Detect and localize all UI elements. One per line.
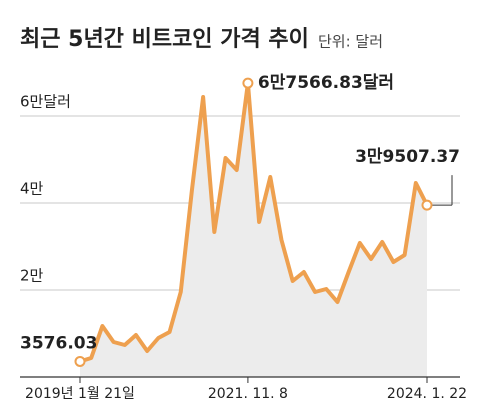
value-label: 3576.03 [20, 333, 97, 353]
area [80, 83, 427, 377]
chart-subtitle: 단위: 달러 [318, 33, 383, 51]
y-tick-label: 6만달러 [20, 93, 71, 111]
y-tick-label: 4만 [20, 180, 44, 198]
point-marker [74, 355, 86, 367]
chart-title: 최근 5년간 비트코인 가격 추이 [20, 27, 309, 52]
y-tick-label: 2만 [20, 267, 44, 285]
point-marker [242, 77, 254, 89]
x-tick-label: 2019년 1월 21일 [25, 386, 135, 402]
x-tick-label: 2021. 11. 8 [208, 386, 288, 402]
x-tick-label: 2024. 1. 22 [387, 386, 467, 402]
line [79, 81, 429, 364]
value-label: 6만7566.83달러 [258, 72, 394, 93]
point-marker [421, 199, 433, 211]
value-label: 3만9507.37 [355, 147, 460, 167]
